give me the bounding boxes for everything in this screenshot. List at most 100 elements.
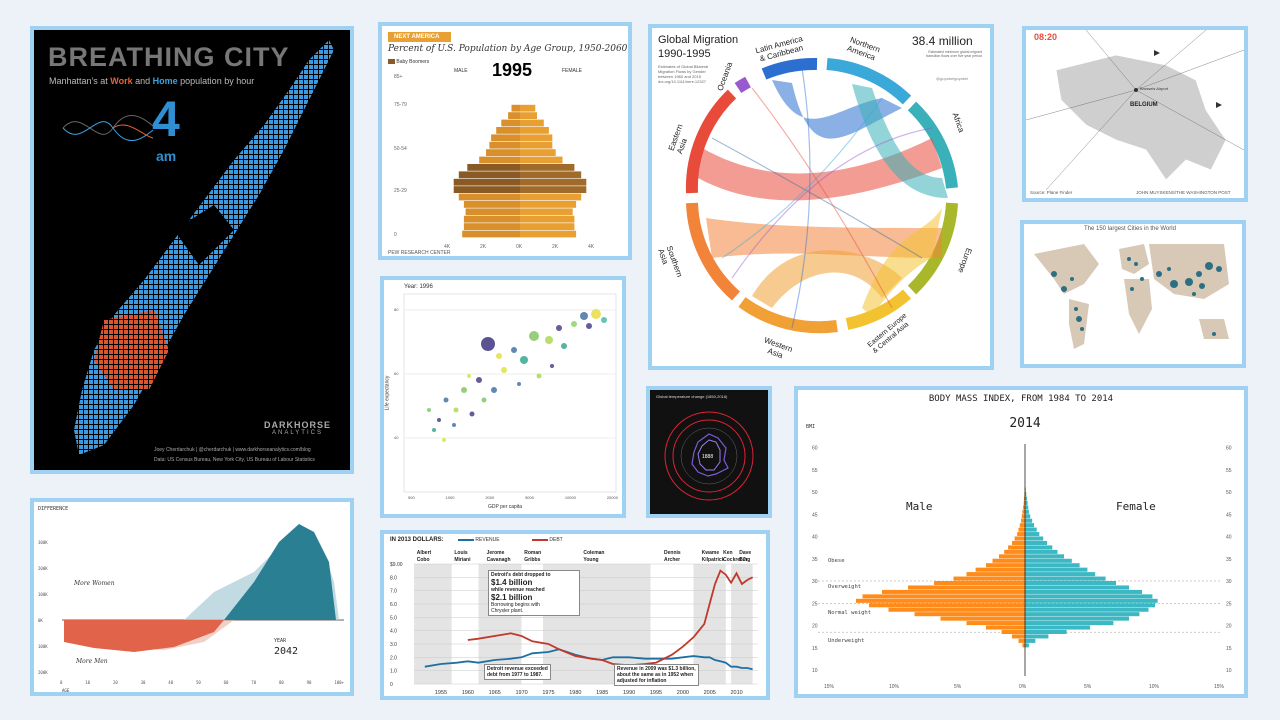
- bmi-bar-male: [1012, 634, 1025, 639]
- bmi-bar-female: [1025, 638, 1036, 643]
- bmi-ytick-left: 25: [812, 601, 818, 607]
- bmi-xtick: 15%: [824, 684, 835, 690]
- gender-ytick-0k: 0K: [38, 618, 43, 623]
- belgium-flight-panel[interactable]: 08:20 Brussels Airport BELGIUM Source: P…: [1022, 26, 1248, 202]
- gender-age-label: AGE: [62, 688, 70, 693]
- gender-ytick-200k: 200K: [38, 566, 48, 571]
- pyramid-bar-female: [520, 134, 553, 142]
- gapminder-xtick: 1000: [445, 495, 455, 500]
- bmi-bar-male: [1018, 527, 1025, 532]
- pyramid-year: 1995: [492, 60, 533, 80]
- note2-b: debt from 1977 to 1987.: [487, 672, 543, 678]
- bmi-xtick: 10%: [889, 684, 900, 690]
- bmi-bar-female: [1025, 492, 1027, 497]
- gapminder-xtick: 20000: [606, 495, 618, 500]
- migration-title-1: Global Migration: [658, 34, 739, 46]
- bmi-bar-female: [1025, 518, 1033, 523]
- bmi-ytick-left: 55: [812, 468, 818, 474]
- bmi-bar-female: [1025, 563, 1080, 568]
- mayor-term-band: [693, 564, 726, 684]
- gender-xtick: 0: [60, 680, 63, 685]
- debt-swatch: [532, 538, 548, 541]
- breathing-city-subtitle: Manhattan's at Work and Home population …: [49, 76, 254, 86]
- pyramid-bar-male: [479, 156, 520, 164]
- bmi-ytick-left: 30: [812, 579, 818, 585]
- gapminder-panel[interactable]: Year: 1996 80 60 40 Life expectancy 500 …: [380, 276, 626, 518]
- detroit-xtick: 1980: [569, 690, 581, 696]
- gender-ytick-100k: 100K: [38, 592, 48, 597]
- bmi-bar-male: [1012, 540, 1025, 545]
- breathing-loop-icon: [62, 115, 154, 141]
- detroit-ytick: 3.0: [390, 642, 397, 648]
- bmi-bar-male: [856, 598, 1025, 603]
- hour-ampm: am: [156, 148, 177, 164]
- pyramid-bar-female: [520, 164, 575, 171]
- subtitle-post: population by hour: [177, 76, 255, 86]
- bmi-ytick-left: 10: [812, 668, 818, 674]
- bmi-bar-male: [1023, 505, 1025, 510]
- world-map: [1034, 244, 1229, 349]
- gender-ytick-neg200k: 200K: [38, 670, 48, 675]
- migration-total-desc-2: transition flows over five year period: [926, 54, 982, 58]
- brand-sub: ANALYTICS: [272, 430, 323, 436]
- bmi-panel[interactable]: BODY MASS INDEX, FROM 1984 TO 2014 2014 …: [794, 386, 1248, 698]
- pyramid-bar-female: [520, 141, 553, 149]
- temperature-spiral-panel[interactable]: Global temperature change (1850-2016) 18…: [646, 386, 772, 518]
- pyramid-xtick: 0K: [516, 244, 523, 250]
- gender-xtick: 20: [112, 680, 118, 685]
- gapminder-xtick: 2000: [485, 495, 495, 500]
- temperature-year: 1888: [702, 454, 714, 460]
- bmi-obese-label: Obese: [828, 558, 845, 564]
- detroit-xtick: 1965: [489, 690, 501, 696]
- pyramid-ytick: 0: [394, 232, 397, 238]
- mayor-name-1: Dennis: [664, 550, 681, 556]
- bmi-bar-female: [1025, 505, 1029, 510]
- bmi-ytick-right: 20: [1226, 624, 1232, 630]
- note1-d: $2.1 billion: [491, 593, 533, 602]
- detroit-note-2: Detroit revenue exceeded debt from 1977 …: [484, 664, 551, 680]
- bmi-bar-male: [940, 616, 1025, 621]
- pyramid-ytick: 75-79: [394, 102, 407, 108]
- gender-year-label: YEAR: [274, 638, 287, 644]
- bmi-overweight-label: Overweight: [828, 584, 862, 590]
- bmi-ytick-left: 20: [812, 624, 818, 630]
- arc-oceania: [734, 76, 751, 94]
- world-cities-panel[interactable]: The 150 largest Cities in the World: [1020, 220, 1246, 368]
- belgium-country-label: BELGIUM: [1130, 102, 1158, 108]
- bmi-bar-male: [999, 554, 1025, 559]
- gender-xtick: 90: [306, 680, 312, 685]
- detroit-xtick: 2010: [731, 690, 743, 696]
- bmi-bar-female: [1025, 549, 1058, 554]
- bmi-bar-male: [1022, 509, 1025, 514]
- bmi-bar-female: [1025, 536, 1044, 541]
- bmi-bar-male: [992, 558, 1025, 563]
- bmi-normal-label: Normal weight: [828, 610, 872, 616]
- bmi-xtick: 0%: [1019, 684, 1027, 690]
- bmi-bar-female: [1025, 523, 1035, 528]
- bmi-bar-male: [1014, 536, 1025, 541]
- gender-difference-panel[interactable]: DIFFERENCE 300K 200K 100K 0K 100K 200K M…: [30, 498, 354, 696]
- arc-namerica: [826, 58, 912, 105]
- bmi-bar-female: [1025, 629, 1067, 634]
- bmi-bar-female: [1025, 598, 1158, 603]
- gapminder-ytick-60: 60: [394, 371, 399, 376]
- pyramid-bar-female: [520, 186, 587, 193]
- breathing-city-title: BREATHING CITY: [48, 42, 290, 72]
- global-migration-panel[interactable]: Global Migration 1990-1995 Estimates of …: [648, 24, 994, 370]
- debt-line: [467, 569, 754, 667]
- mayor-name-2: Kilpatrick: [702, 557, 725, 563]
- gender-xtick: 10: [85, 680, 91, 685]
- bmi-bar-female: [1025, 572, 1096, 577]
- subtitle-pre: Manhattan's at: [49, 76, 111, 86]
- more-women-label: More Women: [74, 580, 115, 587]
- bmi-ytick-right: 30: [1226, 579, 1232, 585]
- pyramid-bar-male: [463, 215, 520, 223]
- pyramid-bar-male: [508, 112, 520, 119]
- pew-pyramid-panel[interactable]: NEXT AMERICA Percent of U.S. Population …: [378, 22, 632, 260]
- detroit-panel[interactable]: IN 2013 DOLLARS: REVENUE DEBT $9.00 8.0 7.…: [380, 530, 770, 700]
- breathing-city-panel[interactable]: BREATHING CITY Manhattan's at Work and H…: [30, 26, 354, 474]
- darkhorse-logo: DARKHORSE ANALYTICS: [264, 420, 331, 436]
- bmi-bar-male: [986, 563, 1025, 568]
- bmi-bar-female: [1025, 625, 1090, 630]
- bmi-bar-female: [1025, 496, 1027, 501]
